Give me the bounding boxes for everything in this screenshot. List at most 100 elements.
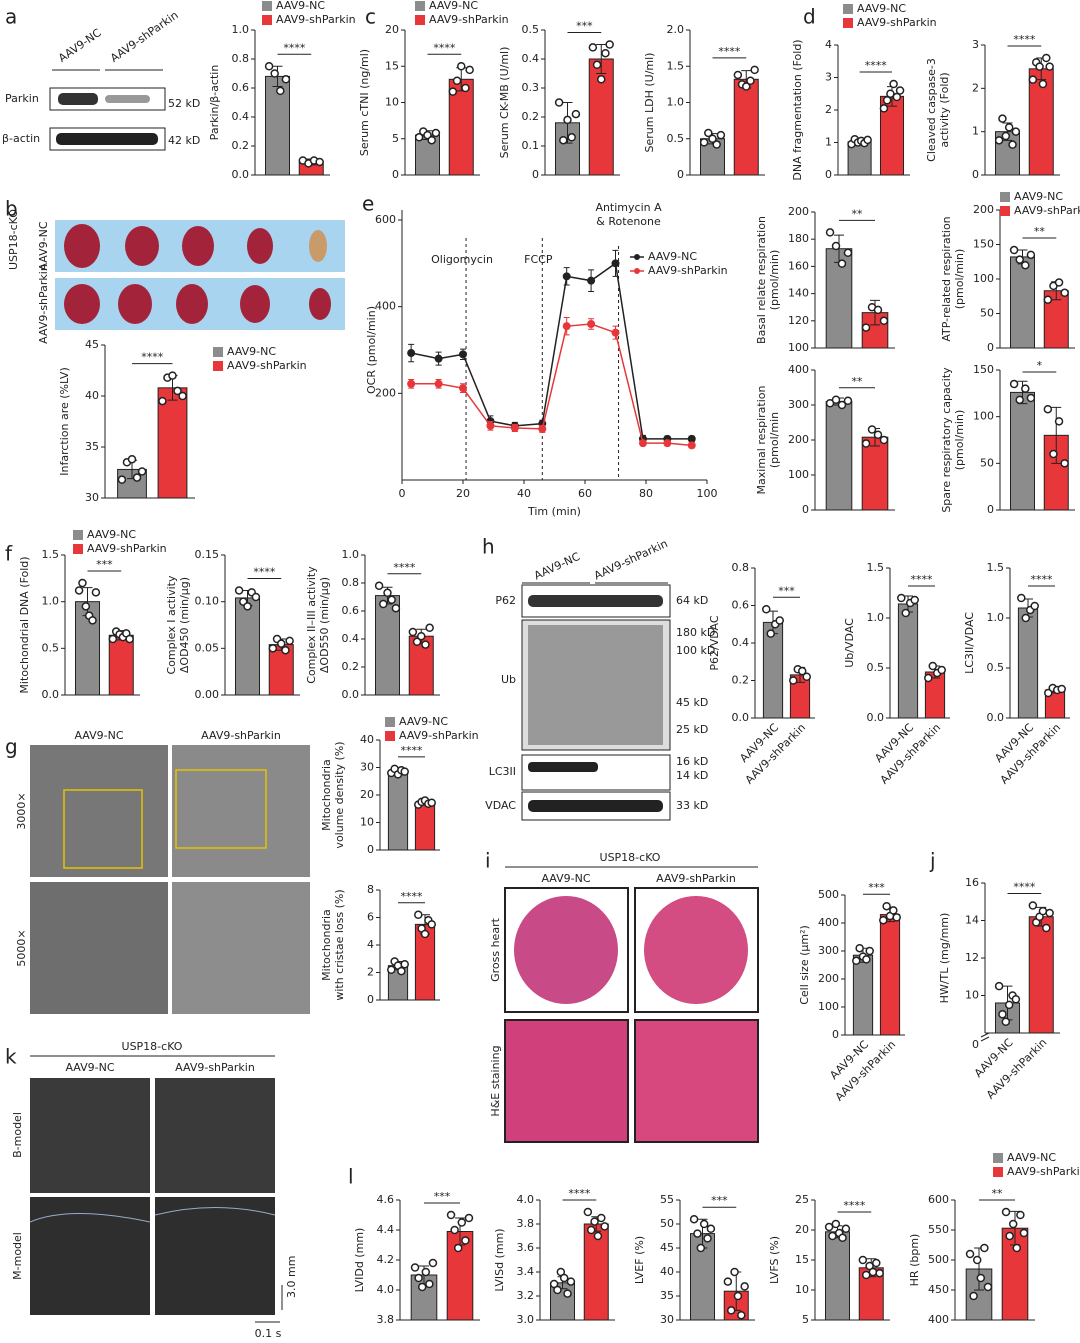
heart xyxy=(125,226,159,266)
data-point xyxy=(730,1267,739,1277)
line xyxy=(411,323,692,447)
data-point xyxy=(1015,255,1024,264)
data-point xyxy=(1021,613,1031,623)
y-tick-label: 0.2 xyxy=(342,660,360,673)
y-axis-label: Mitochondria xyxy=(320,909,333,981)
annotation: FCCP xyxy=(524,253,553,266)
y-tick-label: 50 xyxy=(660,1217,674,1230)
data-point xyxy=(566,1277,576,1286)
data-point xyxy=(726,1306,736,1315)
data-point xyxy=(831,241,841,251)
significance-label: **** xyxy=(911,573,934,586)
heart-section xyxy=(644,896,748,1004)
y-tick-label: 0.3 xyxy=(522,81,540,94)
data-point xyxy=(243,602,252,611)
data-point xyxy=(723,1277,733,1286)
y-tick-label: 0.0 xyxy=(732,711,750,724)
data-point xyxy=(1015,395,1024,405)
y-tick-label: 120 xyxy=(788,314,809,327)
bar xyxy=(1010,391,1035,511)
y-tick-label: 0.2 xyxy=(732,674,750,687)
legend-label: AAV9-shParkin xyxy=(227,359,307,372)
y-tick-label: 2 xyxy=(825,103,832,116)
significance-label: ** xyxy=(992,1187,1004,1200)
y-tick-label: 200 xyxy=(375,386,396,399)
data-point xyxy=(571,109,581,119)
data-point xyxy=(137,467,147,476)
y-tick-label: 200 xyxy=(788,205,809,218)
y-tick-label: 300 xyxy=(788,398,809,411)
legend-label: AAV9-shParkin xyxy=(429,13,509,26)
label: AAV9-shParkin xyxy=(37,264,50,344)
data-point xyxy=(1008,1219,1018,1229)
data-point xyxy=(704,128,713,138)
data-point xyxy=(892,913,901,922)
bar xyxy=(1017,607,1039,719)
data-point xyxy=(387,595,396,605)
significance-label: **** xyxy=(1031,573,1054,586)
data-point xyxy=(583,1207,593,1217)
band xyxy=(58,93,98,105)
significance-label: * xyxy=(1037,359,1043,372)
x-tick-label: 0 xyxy=(399,487,406,500)
data-point xyxy=(1028,75,1038,84)
y-tick-label: 6 xyxy=(367,911,374,924)
y-tick-label: 0.5 xyxy=(867,661,885,674)
y-tick-label: 400 xyxy=(788,363,809,376)
data-point xyxy=(1026,250,1036,260)
y-tick-label: 3 xyxy=(825,71,832,84)
legend-swatch xyxy=(213,361,223,371)
data-point xyxy=(689,1214,699,1224)
y-tick-label: 10 xyxy=(795,1283,809,1296)
y-tick-label: 4.0 xyxy=(377,1283,395,1296)
significance-label: **** xyxy=(718,45,741,58)
y-tick-label: 200 xyxy=(788,433,809,446)
em-image xyxy=(30,745,168,877)
significance-label: *** xyxy=(711,1194,728,1207)
em-image xyxy=(172,745,310,877)
data-point xyxy=(879,435,889,445)
y-axis-label: (pmol/min) xyxy=(953,410,966,471)
legend-swatch xyxy=(993,1153,1003,1163)
y-tick-label: 0 xyxy=(972,1038,979,1051)
data-point xyxy=(611,259,620,268)
y-axis-label: Infarction are (%LV) xyxy=(58,367,71,476)
data-point xyxy=(554,98,564,107)
heart xyxy=(309,230,327,262)
data-point xyxy=(825,399,835,408)
significance-label: ** xyxy=(852,207,864,220)
y-tick-label: 0.2 xyxy=(232,139,250,152)
y-tick-label: 0.0 xyxy=(987,711,1005,724)
bar xyxy=(852,954,874,1036)
label: USP18-cKO xyxy=(7,209,20,270)
legend-swatch xyxy=(843,4,853,14)
y-tick-label: 10 xyxy=(965,989,979,1002)
data-point xyxy=(379,599,388,609)
data-point xyxy=(762,605,771,614)
label: AAV9-NC xyxy=(532,550,582,583)
data-point xyxy=(597,75,606,84)
data-point xyxy=(994,136,1004,145)
y-tick-label: 0.0 xyxy=(42,688,60,701)
bar xyxy=(583,1223,609,1321)
label: M-model xyxy=(11,1232,24,1280)
bar xyxy=(1010,256,1035,349)
data-point xyxy=(886,89,895,98)
heart xyxy=(240,285,270,323)
legend-swatch xyxy=(634,254,640,260)
y-tick-label: 600 xyxy=(375,213,396,226)
legend-swatch xyxy=(993,1167,1003,1177)
y-tick-label: 1.0 xyxy=(987,611,1005,624)
y-tick-label: 100 xyxy=(973,272,994,285)
data-point xyxy=(875,1268,884,1278)
y-tick-label: 100 xyxy=(973,410,994,423)
y-tick-label: 450 xyxy=(928,1283,949,1296)
y-tick-label: 15 xyxy=(385,59,399,72)
panel-letter: b xyxy=(5,197,18,221)
x-tick-label: 20 xyxy=(456,487,470,500)
y-tick-label: 0.05 xyxy=(195,641,220,654)
data-point xyxy=(611,328,620,337)
data-point xyxy=(766,629,776,638)
legend-swatch xyxy=(843,18,853,28)
annotation: Antimycin A xyxy=(595,201,662,214)
